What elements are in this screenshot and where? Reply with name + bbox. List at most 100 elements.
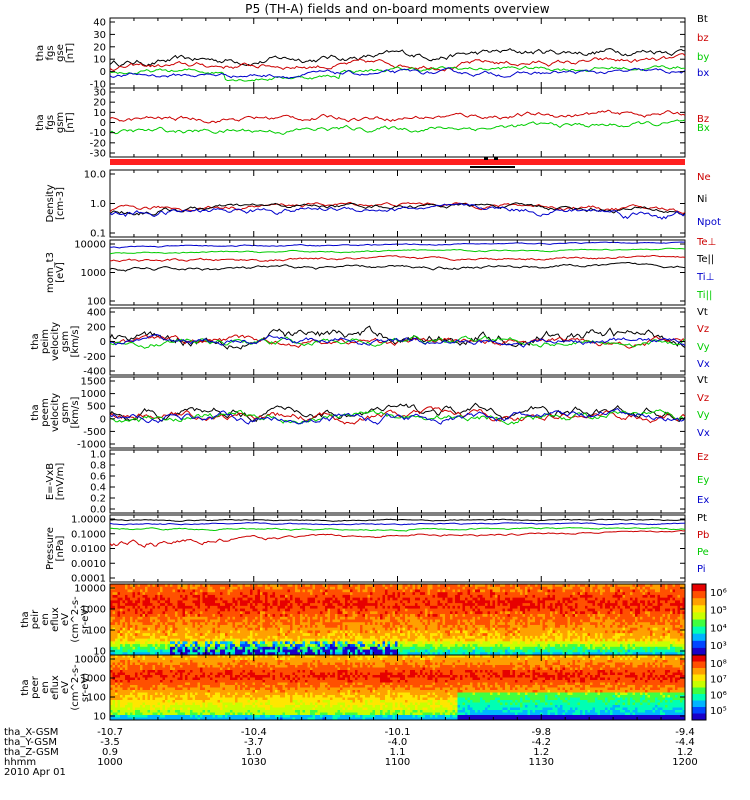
spectrogram-cell (207, 619, 211, 623)
spectrogram-cell (335, 646, 338, 650)
spectrogram-cell (267, 652, 271, 656)
spectrogram-cell (342, 638, 346, 642)
spectrogram-cell (382, 619, 386, 623)
spectrogram-cell (470, 652, 473, 656)
spectrogram-cell (190, 584, 193, 588)
spectrogram-cell (495, 584, 498, 588)
spectrogram-cell (332, 614, 336, 618)
spectrogram-cell (180, 614, 183, 618)
spectrogram-cell (217, 611, 221, 615)
legend-label-Bt: Bt (697, 14, 708, 25)
spectrogram-cell (470, 597, 473, 601)
spectrogram-cell (240, 616, 243, 620)
spectrogram-cell (495, 638, 498, 642)
spectrogram-cell (340, 638, 343, 642)
spectrogram-cell (132, 627, 136, 631)
spectrogram-cell (270, 611, 273, 615)
spectrogram-cell (227, 589, 231, 593)
spectrogram-cell (500, 608, 503, 612)
spectrogram-cell (195, 627, 198, 631)
spectrogram-cell (232, 641, 236, 645)
spectrogram-cell (200, 622, 203, 626)
spectrogram-cell (522, 603, 526, 607)
spectrogram-cell (482, 597, 486, 601)
spectrogram-cell (420, 638, 423, 642)
spectrogram-cell (162, 630, 166, 634)
spectrogram-cell (175, 627, 178, 631)
spectrogram-cell (255, 652, 258, 656)
spectrogram-cell (387, 646, 391, 650)
spectrogram-cell (377, 633, 381, 637)
spectrogram-cell (277, 644, 281, 648)
spectrogram-cell (305, 608, 308, 612)
spectrogram-cell (247, 627, 251, 631)
spectrogram-cell (512, 611, 516, 615)
spectrogram-cell (320, 638, 323, 642)
spectrogram-cell (262, 649, 266, 653)
legend-label-Vy: Vy (697, 410, 710, 421)
spectrogram-cell (457, 605, 461, 609)
spectrogram-cell (215, 630, 218, 634)
spectrogram-cell (315, 584, 318, 588)
spectrogram-cell (292, 605, 296, 609)
spectrogram-cell (242, 649, 246, 653)
spectrogram-cell (232, 589, 236, 593)
spectrogram-cell (437, 638, 441, 642)
spectrogram-cell (320, 652, 323, 656)
spectrogram-cell (212, 638, 216, 642)
spectrogram-cell (135, 605, 138, 609)
spectrogram-cell (387, 592, 391, 596)
spectrogram-cell (192, 627, 196, 631)
spectrogram-cell (310, 584, 313, 588)
spectrogram-cell (527, 635, 531, 640)
spectrogram-cell (475, 630, 478, 634)
spectrogram-cell (150, 644, 153, 648)
spectrogram-cell (327, 622, 331, 626)
spectrogram-cell (420, 633, 423, 637)
spectrogram-cell (187, 611, 191, 615)
spectrogram-cell (160, 641, 163, 645)
spectrogram-cell (302, 589, 306, 593)
spectrogram-cell (110, 608, 113, 612)
spectrogram-cell (267, 644, 271, 648)
spectrogram-cell (387, 605, 391, 609)
spectrogram-cell (135, 646, 138, 650)
spectrogram-cell (497, 594, 501, 599)
spectrogram-cell (337, 594, 341, 599)
spectrogram-cell (312, 611, 316, 615)
spectrogram-cell (347, 646, 351, 650)
spectrogram-cell (237, 627, 241, 631)
spectrogram-cell (462, 586, 466, 590)
spectrogram-cell (355, 589, 358, 593)
spectrogram-cell (462, 646, 466, 650)
spectrogram-cell (150, 589, 153, 593)
spectrogram-cell (460, 586, 463, 590)
spectrogram-cell (197, 605, 201, 609)
spectrogram-cell (487, 616, 491, 620)
spectrogram-cell (522, 652, 526, 656)
spectrogram-cell (490, 608, 493, 612)
spectrogram-cell (250, 597, 253, 601)
spectrogram-cell (307, 635, 311, 640)
spectrogram-cell (305, 605, 308, 609)
spectrogram-cell (492, 633, 496, 637)
spectrogram-cell (152, 633, 156, 637)
spectrogram-cell (217, 589, 221, 593)
spectrogram-cell (255, 589, 258, 593)
spectrogram-cell (375, 624, 378, 629)
spectrogram-cell (300, 624, 303, 629)
spectrogram-cell (227, 614, 231, 618)
spectrogram-cell (477, 614, 481, 618)
spectrogram-cell (342, 641, 346, 645)
spectrogram-cell (407, 649, 411, 653)
spectrogram-cell (225, 608, 228, 612)
spectrogram-cell (162, 592, 166, 596)
spectrogram-cell (390, 619, 393, 623)
spectrogram-cell (175, 603, 178, 607)
spectrogram-cell (435, 584, 438, 588)
spectrogram-cell (217, 638, 221, 642)
spectrogram-cell (147, 644, 151, 648)
spectrogram-cell (230, 608, 233, 612)
spectrogram-cell (155, 622, 158, 626)
spectrogram-cell (487, 638, 491, 642)
